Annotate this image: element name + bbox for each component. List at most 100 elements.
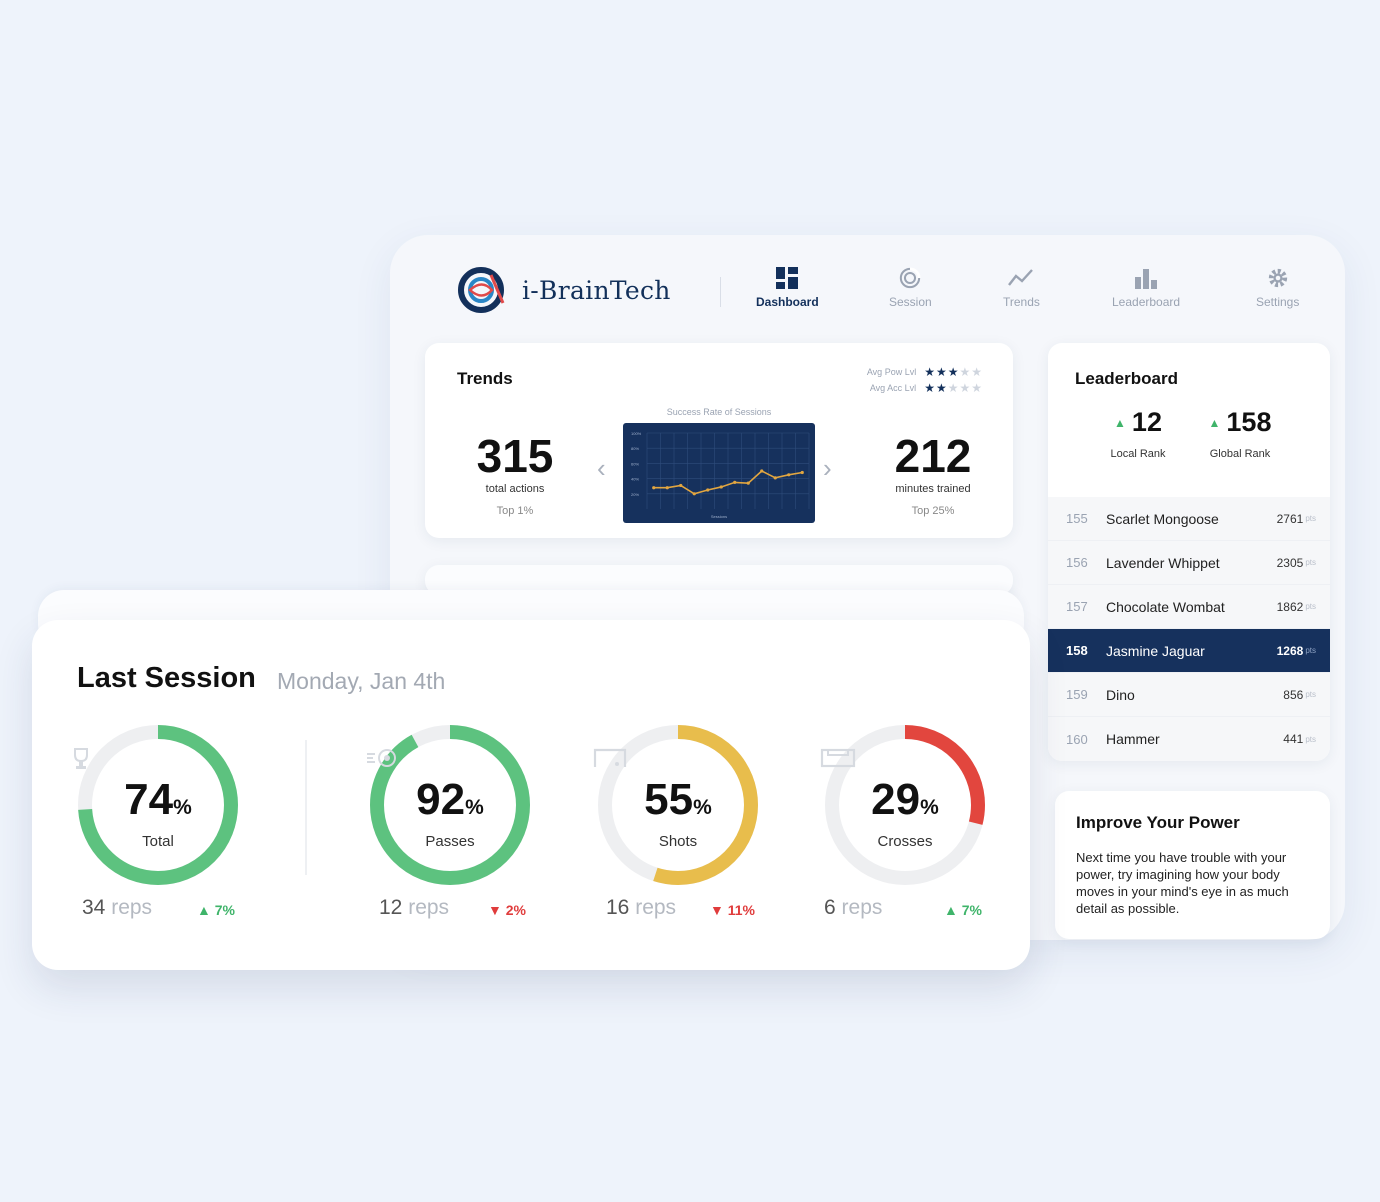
leaderboard-row[interactable]: 160 Hammer 441 pts [1048, 717, 1330, 761]
delta-value: 11% [727, 902, 755, 918]
leaderboard-row-current-user[interactable]: 158 Jasmine Jaguar 1268 pts [1048, 629, 1330, 673]
leaderboard-row[interactable]: 157 Chocolate Wombat 1862 pts [1048, 585, 1330, 629]
leaderboard-row[interactable]: 155 Scarlet Mongoose 2761 pts [1048, 497, 1330, 541]
row-points: 1862 [1276, 599, 1304, 614]
rank-up-icon: ▲ [1114, 415, 1126, 430]
reps-value: 6 [824, 896, 836, 919]
row-rank: 155 [1066, 511, 1088, 526]
rank-up-icon: ▲ [1208, 415, 1221, 430]
reps-count: 12 reps [379, 896, 449, 920]
progress-ring [370, 725, 530, 885]
reps-value: 34 [82, 896, 106, 919]
reps-word: reps [841, 896, 883, 919]
series-line [653, 470, 803, 495]
ring-fill [598, 725, 758, 885]
nav-leaderboard[interactable]: Leaderboard [1112, 267, 1180, 309]
row-name: Jasmine Jaguar [1106, 642, 1205, 659]
row-rank: 158 [1066, 643, 1088, 658]
leaderboard-card: Leaderboard ▲ 12 Local Rank ▲ 158 Global R… [1048, 343, 1330, 761]
gauge-passes: 92% Passes [365, 720, 535, 890]
gauge-value: 55 [644, 775, 694, 824]
up-arrow-icon: ▲ [197, 902, 211, 918]
brand-logo[interactable]: i-BrainTech [458, 267, 671, 313]
ring-fill [825, 725, 985, 885]
leaderboard-title: Leaderboard [1075, 369, 1178, 388]
row-name: Scarlet Mongoose [1106, 510, 1219, 527]
prev-chart-arrow[interactable]: ‹ [597, 453, 606, 483]
leaderboard-row[interactable]: 159 Dino 856 pts [1048, 673, 1330, 717]
y-tick-label: 40% [631, 477, 639, 482]
reps-word: reps [111, 896, 153, 919]
y-tick-label: 20% [631, 492, 639, 497]
row-name: Dino [1106, 686, 1135, 703]
tip-title: Improve Your Power [1076, 813, 1240, 832]
star-rating-icon: ★★★★★ [924, 365, 983, 379]
minutes-trained-value: 212 [894, 430, 972, 482]
tip-body: Next time you have trouble with your pow… [1076, 850, 1289, 916]
last-session-title: Last Session [77, 662, 256, 694]
data-point [746, 481, 750, 485]
ring-fill [78, 725, 238, 885]
nav-label: Trends [1003, 295, 1040, 309]
last-session-card: Last Session Monday, Jan 4th 74% Total 9… [32, 620, 1030, 970]
progress-ring [598, 725, 758, 885]
trends-icon [1008, 269, 1034, 286]
delta-indicator: ▲ 7% [944, 902, 982, 918]
nav-label: Leaderboard [1112, 295, 1181, 309]
delta-value: 2% [505, 902, 526, 918]
brain-logo-icon [458, 267, 505, 313]
reps-count: 16 reps [606, 896, 676, 920]
nav-session[interactable]: Session [889, 267, 932, 309]
percent-symbol: % [173, 796, 192, 819]
delta-indicator: ▼ 2% [488, 902, 526, 918]
next-chart-arrow[interactable]: › [823, 453, 832, 483]
reps-value: 16 [606, 896, 630, 919]
row-unit: pts [1305, 646, 1316, 655]
percent-symbol: % [465, 796, 484, 819]
y-tick-label: 60% [631, 461, 639, 466]
minutes-trained-label: minutes trained [895, 483, 971, 495]
x-axis-label: Sessions [711, 514, 727, 519]
nav-trends[interactable]: Trends [1003, 267, 1040, 309]
data-point [665, 486, 669, 490]
last-session-date: Monday, Jan 4th [277, 668, 446, 694]
local-rank-value: 12 [1131, 407, 1162, 437]
data-point [719, 485, 723, 489]
chart-title: Success Rate of Sessions [666, 407, 772, 417]
reps-word: reps [408, 896, 450, 919]
header-divider [720, 277, 721, 307]
row-rank: 157 [1066, 599, 1088, 614]
gauge-value: 74 [124, 775, 174, 824]
leaderboard-row[interactable]: 156 Lavender Whippet 2305 pts [1048, 541, 1330, 585]
y-tick-label: 80% [631, 446, 639, 451]
dashboard-icon [776, 267, 799, 289]
y-tick-label: 100% [631, 431, 642, 436]
nav-settings[interactable]: Settings [1256, 267, 1299, 309]
data-point [706, 488, 710, 492]
acc-level-label: Avg Acc Lvl [869, 383, 917, 393]
pow-level-rating: Avg Pow Lvl ★★★★★ [867, 365, 983, 379]
minutes-trained-rank: Top 25% [911, 505, 955, 517]
data-point [787, 473, 791, 477]
delta-value: 7% [214, 902, 235, 918]
local-rank-label: Local Rank [1110, 448, 1166, 460]
percent-symbol: % [693, 796, 712, 819]
row-unit: pts [1305, 734, 1316, 744]
down-arrow-icon: ▼ [488, 902, 502, 918]
row-unit: pts [1305, 690, 1316, 699]
data-point [760, 469, 764, 473]
pow-level-label: Avg Pow Lvl [866, 367, 917, 377]
progress-ring [825, 725, 985, 885]
row-unit: pts [1305, 514, 1316, 523]
data-point [679, 483, 683, 488]
line-chart: 100% 80% 60% 40% 20% Sessions [631, 431, 810, 519]
nav-label: Dashboard [756, 295, 819, 309]
row-name: Hammer [1106, 731, 1160, 747]
global-rank: ▲ 158 Global Rank [1188, 407, 1292, 460]
nav-label: Session [889, 295, 932, 309]
delta-indicator: ▼ 11% [710, 902, 755, 918]
gauge-label: Total [142, 833, 174, 850]
row-unit: pts [1305, 602, 1316, 611]
nav-dashboard[interactable]: Dashboard [756, 267, 819, 309]
success-rate-chart: 100% 80% 60% 40% 20% Sessions [623, 423, 815, 523]
